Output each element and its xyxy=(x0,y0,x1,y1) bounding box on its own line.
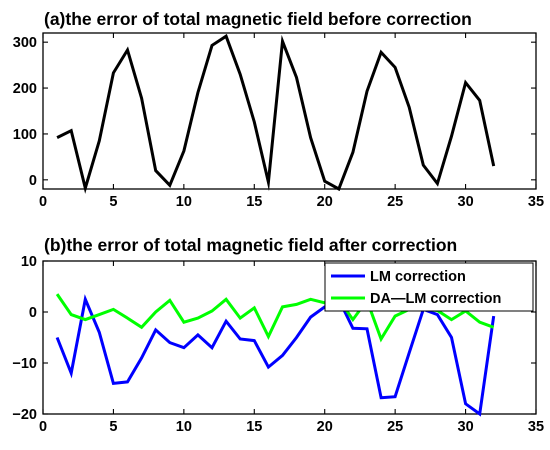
y-tick-label: 300 xyxy=(13,35,37,51)
y-tick-label: 0 xyxy=(29,305,37,321)
x-tick-label: 15 xyxy=(246,419,262,435)
x-tick-label: 10 xyxy=(176,194,192,210)
x-tick-label: 25 xyxy=(387,419,403,435)
series-line xyxy=(55,294,496,417)
x-tick-label: 0 xyxy=(39,194,47,210)
y-tick-label: 10 xyxy=(21,254,37,270)
plot-area xyxy=(42,32,537,190)
x-tick-label: 35 xyxy=(528,194,544,210)
x-tick-label: 5 xyxy=(109,419,117,435)
x-tick-label: 5 xyxy=(109,194,117,210)
legend: LM correction DA—LM correction xyxy=(324,262,534,312)
legend-label: LM correction xyxy=(370,269,466,285)
x-tick-label: 25 xyxy=(387,194,403,210)
chart-title: (a)the error of total magnetic field bef… xyxy=(44,9,472,29)
x-tick-label: 30 xyxy=(458,419,474,435)
x-tick-label: 10 xyxy=(176,419,192,435)
y-tick-label: −20 xyxy=(12,407,37,423)
x-tick-label: 20 xyxy=(317,419,333,435)
y-tick-label: 0 xyxy=(29,173,37,189)
y-tick-label: −10 xyxy=(12,356,37,372)
y-tick-label: 200 xyxy=(13,81,37,97)
x-tick-label: 35 xyxy=(528,419,544,435)
chart-title: (b)the error of total magnetic field aft… xyxy=(44,235,457,255)
x-tick-label: 15 xyxy=(246,194,262,210)
x-tick-label: 20 xyxy=(317,194,333,210)
chart-a: (a)the error of total magnetic field bef… xyxy=(13,9,544,210)
x-tick-label: 0 xyxy=(39,419,47,435)
y-tick-label: 100 xyxy=(13,127,37,143)
legend-box xyxy=(324,262,534,312)
plot-area xyxy=(42,260,537,415)
series-line xyxy=(56,33,496,194)
x-tick-label: 30 xyxy=(458,194,474,210)
chart-b: (b)the error of total magnetic field aft… xyxy=(12,235,544,435)
legend-label: DA—LM correction xyxy=(370,291,501,307)
